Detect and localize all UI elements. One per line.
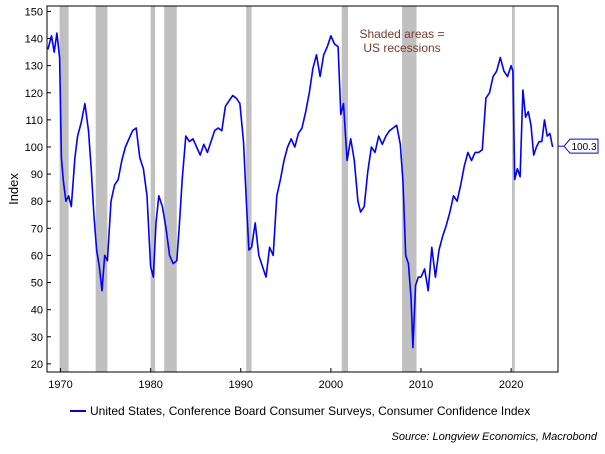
chart-canvas: 2030405060708090100110120130140150Index … [6, 5, 599, 391]
x-tick-label: 2010 [409, 379, 433, 391]
recession-band-2 [95, 6, 108, 372]
last-value-label: 100.3 [571, 142, 596, 153]
plot-frame [46, 5, 559, 373]
recession-band-5 [246, 6, 252, 372]
y-tick-label: 40 [31, 305, 43, 317]
recession-note-line-2: US recessions [363, 41, 440, 55]
legend-swatch [70, 410, 86, 412]
x-axis: 1970 1980 1990 2000 2010 2020 [48, 368, 523, 391]
legend-label: United States, Conference Board Consumer… [90, 404, 531, 418]
series-layer [47, 32, 554, 349]
y-tick-label: 150 [25, 6, 43, 18]
x-tick-label: 2000 [319, 379, 343, 391]
source-note: Source: Longview Economics, Macrobond [391, 431, 597, 443]
y-tick-label: 70 [31, 223, 43, 235]
recession-band-8 [512, 6, 515, 372]
y-tick-label: 90 [31, 169, 43, 181]
recession-band-4 [164, 6, 177, 372]
y-tick-label: 130 [25, 61, 43, 73]
x-tick-label: 1980 [138, 379, 162, 391]
y-tick-label: 110 [25, 115, 43, 127]
annotations: Shaded areas =US recessions 100.3 [359, 27, 599, 154]
y-tick-label: 140 [25, 34, 43, 46]
y-axis-label: Index [6, 173, 21, 205]
x-tick-label: 2020 [499, 379, 523, 391]
y-tick-label: 50 [31, 278, 43, 290]
recession-band-6 [341, 6, 349, 372]
y-axis: 20 30 40 50 60 70 80 90 100 110 120 130 140 150 Index [6, 6, 51, 371]
y-tick-label: 80 [31, 196, 43, 208]
plot-border [46, 5, 559, 373]
y-tick-label: 100 [25, 142, 43, 154]
recession-band-7 [402, 6, 417, 372]
recession-note-line-1: Shaded areas = [359, 27, 444, 41]
y-tick-label: 20 [31, 359, 43, 371]
recession-band-3 [150, 6, 156, 372]
y-tick-label: 30 [31, 332, 43, 344]
x-tick-label: 1970 [48, 379, 72, 391]
legend: United States, Conference Board Consumer… [70, 404, 530, 418]
last-value-badge [563, 138, 599, 154]
x-tick-label: 1990 [229, 379, 253, 391]
recession-bands [59, 6, 515, 372]
y-tick-label: 60 [31, 250, 43, 262]
series-line-1 [47, 32, 554, 349]
y-tick-label: 120 [25, 88, 43, 100]
